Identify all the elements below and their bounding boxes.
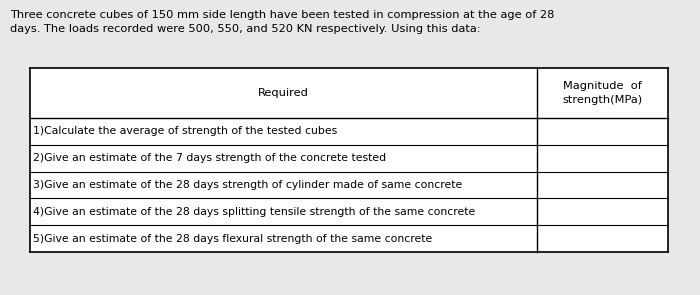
Bar	[30, 68, 668, 252]
Text: Magnitude  of
strength(MPa): Magnitude of strength(MPa)	[563, 81, 643, 105]
Text: 4)Give an estimate of the 28 days splitting tensile strength of the same concret: 4)Give an estimate of the 28 days splitt…	[33, 207, 475, 217]
Text: 3)Give an estimate of the 28 days strength of cylinder made of same concrete: 3)Give an estimate of the 28 days streng…	[33, 180, 462, 190]
Text: 1)Calculate the average of strength of the tested cubes: 1)Calculate the average of strength of t…	[33, 126, 337, 136]
Text: Required: Required	[258, 88, 309, 98]
Text: 2)Give an estimate of the 7 days strength of the concrete tested: 2)Give an estimate of the 7 days strengt…	[33, 153, 386, 163]
Text: 5)Give an estimate of the 28 days flexural strength of the same concrete: 5)Give an estimate of the 28 days flexur…	[33, 234, 433, 244]
Text: Three concrete cubes of 150 mm side length have been tested in compression at th: Three concrete cubes of 150 mm side leng…	[10, 10, 554, 35]
